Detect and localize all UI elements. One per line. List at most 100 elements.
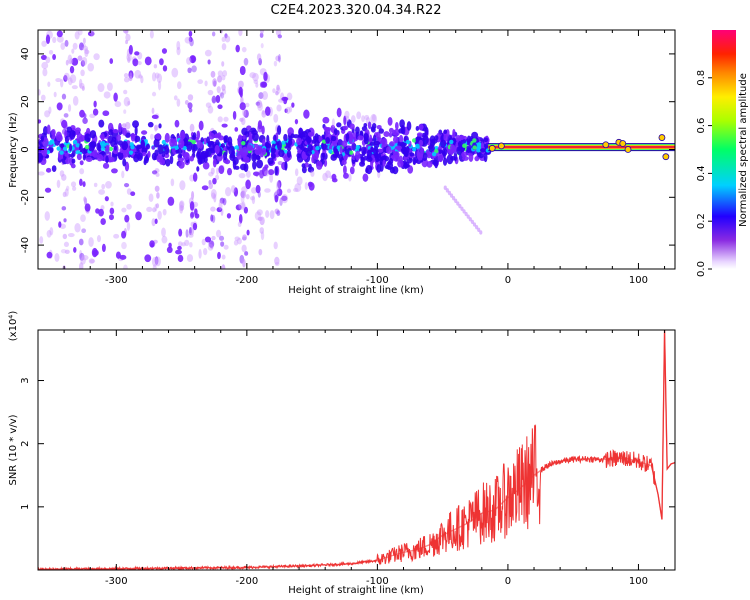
carrier-band-blob [619, 140, 627, 147]
spectrogram-blob [202, 161, 210, 170]
spectrogram-blob [200, 137, 204, 143]
spectrogram-blob [177, 81, 182, 90]
spectrogram-streak-blob [259, 227, 265, 234]
spectrogram-blob [254, 211, 262, 221]
spectrogram-blob [255, 184, 261, 194]
spectrogram-blob [276, 181, 281, 191]
spectrogram-marks [38, 30, 675, 269]
spectrogram-blob [156, 73, 163, 84]
spectrogram-blob [108, 151, 112, 159]
spectrogram-blob [382, 159, 386, 167]
spectrogram-blob [84, 144, 90, 150]
spectrogram-blob [277, 180, 282, 189]
spectrogram-blob [223, 151, 228, 161]
spectrogram-blob [214, 133, 220, 138]
spectrogram-blob [179, 180, 186, 191]
spectrogram-blob [84, 133, 91, 143]
spectrogram-blob [450, 144, 455, 151]
spectrogram-blob [261, 125, 265, 135]
spectrogram-streak-blob [260, 43, 264, 49]
spectrogram-tail-blob [479, 230, 483, 235]
spectrogram-blob [69, 58, 74, 65]
spectrogram-blob [311, 156, 315, 164]
spectrogram-blob [44, 211, 50, 221]
spectrogram-blob [201, 238, 206, 246]
spectrogram-blob [257, 120, 263, 130]
spectrogram-blob [210, 189, 217, 199]
y-tick-label: 3 [20, 377, 31, 383]
colorbar: 0.0 0.2 0.4 0.6 0.8 Normalized spectral ampl… [696, 30, 749, 277]
spectrogram-streak-blob [210, 214, 214, 222]
spectrogram-blob [178, 160, 185, 169]
spectrogram-blob [348, 150, 354, 155]
spectrogram-blob [472, 145, 477, 150]
spectrogram-blob [102, 162, 110, 169]
spectrogram-blob [93, 182, 98, 188]
spectrogram-streak-blob [242, 234, 247, 241]
spectrogram-streak-blob [151, 91, 157, 97]
spectrogram-blob [366, 149, 372, 160]
spectrogram-blob [266, 143, 272, 149]
spectrogram-blob [72, 95, 79, 106]
spectrogram-blob [361, 146, 367, 155]
spectrogram-tail-blob [466, 214, 470, 219]
spectrogram-blob [192, 222, 198, 231]
spectrogram-blob [356, 111, 362, 120]
spectrogram-blob [73, 246, 77, 253]
colorbar-tick-label: 0.4 [696, 165, 707, 181]
spectrogram-blob [67, 232, 75, 238]
spectrogram-streak-blob [79, 82, 85, 90]
spectrogram-blob [242, 134, 246, 140]
spectrogram-blob [176, 40, 181, 51]
spectrogram-blob [262, 81, 267, 88]
spectrogram-blob [164, 132, 170, 143]
spectrogram-blob [145, 143, 151, 150]
spectrogram-blob [235, 204, 242, 211]
spectrogram-blob [239, 65, 246, 76]
spectrogram-blob [143, 159, 147, 166]
spectrogram-blob [40, 135, 45, 142]
spectrogram-blob [113, 145, 117, 151]
spectrogram-blob [443, 129, 448, 134]
spectrogram-blob [251, 153, 258, 162]
spectrogram-blob [456, 146, 462, 155]
spectrogram-blob [188, 30, 193, 37]
spectrogram-blob [216, 207, 223, 213]
spectrogram-blob [472, 138, 477, 143]
snr-multiplier: (x10⁴) [8, 311, 19, 342]
spectrogram-blob [429, 135, 436, 144]
spectrogram-blob [233, 187, 239, 197]
spectrogram-blob [63, 74, 68, 82]
spectrogram-blob [412, 146, 417, 152]
spectrogram-blob [399, 119, 405, 129]
spectrogram-blob [79, 160, 84, 166]
spectrogram-blob [129, 72, 133, 81]
spectrogram-blob [355, 150, 361, 161]
x-tick-label: -300 [105, 275, 128, 286]
y-tick-label: 0 [20, 146, 31, 152]
spectrogram-blob [315, 145, 320, 151]
carrier-band-blob [624, 146, 632, 153]
spectrogram-blob [67, 54, 73, 65]
y-tick-label: 40 [20, 48, 31, 61]
spectrogram-blob [392, 135, 399, 144]
spectrogram-streak-blob [221, 254, 226, 260]
spectrogram-blob [269, 172, 274, 183]
spectrogram-streak-blob [80, 60, 86, 67]
spectrogram-blob [135, 144, 142, 150]
spectrogram-blob [441, 148, 448, 157]
spectrogram-streak-blob [77, 55, 83, 61]
spectrogram-blob [100, 133, 105, 141]
spectrogram-blob [404, 152, 409, 158]
spectrogram-blob [56, 102, 63, 111]
spectrogram-tail-blob [462, 209, 466, 214]
spectrogram-streak-blob [151, 107, 155, 114]
spectrogram-streak-blob [210, 206, 216, 212]
spectrogram-streak-blob [78, 42, 84, 51]
spectrogram-blob [78, 78, 83, 89]
spectrogram-blob [271, 152, 276, 159]
spectrogram-blob [376, 125, 382, 130]
spectrogram-blob [134, 69, 142, 79]
spectrogram-streak-blob [121, 170, 125, 179]
